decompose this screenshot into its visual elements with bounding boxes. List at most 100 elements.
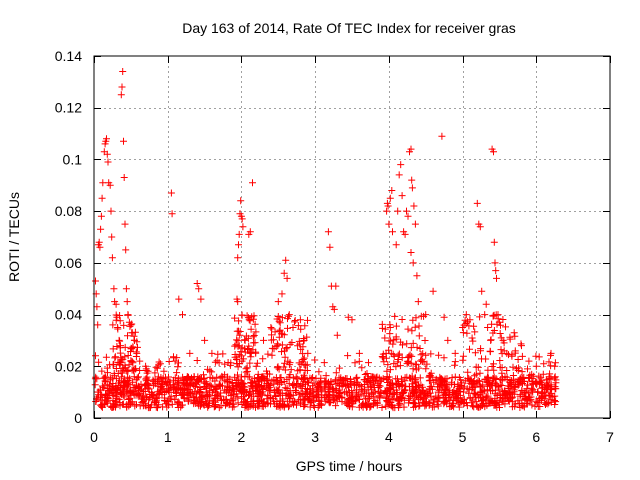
data-point: [253, 377, 261, 385]
data-point: [235, 317, 243, 325]
data-point: [540, 360, 548, 368]
data-point: [149, 391, 157, 399]
data-point: [147, 403, 154, 411]
data-point: [117, 373, 125, 381]
data-point: [547, 349, 555, 357]
data-point: [415, 332, 423, 340]
data-point: [217, 392, 225, 400]
data-point: [402, 382, 410, 390]
data-point: [551, 392, 559, 400]
data-point: [393, 380, 401, 388]
data-point: [282, 256, 290, 264]
data-point: [499, 388, 507, 396]
data-point: [248, 382, 256, 390]
data-point: [459, 324, 467, 331]
data-point: [233, 336, 241, 344]
data-point: [276, 326, 284, 334]
data-point: [484, 366, 492, 374]
data-point: [127, 321, 135, 329]
data-point: [304, 390, 312, 398]
data-point: [299, 392, 307, 400]
data-point: [94, 321, 102, 329]
data-point: [466, 345, 473, 353]
data-point: [422, 311, 430, 319]
data-point: [128, 329, 136, 337]
data-point: [280, 269, 288, 277]
data-point: [238, 394, 245, 402]
data-point: [247, 325, 255, 333]
data-point: [278, 314, 286, 322]
data-point: [158, 378, 166, 386]
data-point: [412, 314, 420, 322]
data-point: [404, 325, 412, 333]
data-point: [266, 387, 274, 395]
data-point: [187, 389, 195, 397]
data-point: [99, 179, 107, 187]
x-tick-label: 1: [164, 429, 172, 445]
data-point: [411, 323, 419, 331]
data-point: [497, 346, 505, 354]
data-point: [93, 303, 101, 311]
data-point: [320, 359, 328, 367]
data-point: [423, 398, 430, 406]
data-point: [92, 352, 99, 360]
data-point: [464, 374, 472, 382]
data-point: [285, 402, 293, 410]
data-point: [357, 386, 365, 394]
data-point: [287, 366, 295, 374]
data-point: [98, 391, 106, 399]
data-point: [448, 378, 456, 386]
data-point: [211, 402, 219, 410]
data-point: [421, 337, 429, 344]
data-point: [193, 378, 201, 386]
data-point: [221, 396, 229, 404]
data-point: [238, 344, 246, 352]
data-point: [296, 316, 304, 324]
data-point: [514, 356, 522, 363]
data-point: [468, 334, 476, 342]
data-point: [234, 254, 242, 262]
data-point: [124, 377, 132, 384]
data-points: [91, 68, 560, 412]
data-point: [426, 371, 434, 379]
data-point: [543, 386, 551, 394]
data-point: [235, 327, 242, 335]
data-point: [393, 390, 401, 398]
data-point: [306, 374, 314, 382]
data-point: [385, 383, 393, 391]
data-point: [130, 390, 138, 398]
data-point: [451, 349, 459, 357]
data-point: [412, 387, 419, 395]
data-point: [399, 388, 407, 396]
y-tick-label: 0.08: [55, 203, 82, 219]
data-point: [298, 381, 306, 389]
data-point: [241, 336, 249, 344]
data-point: [120, 137, 127, 145]
data-point: [514, 397, 522, 405]
data-point: [246, 317, 254, 325]
data-point: [104, 369, 111, 377]
data-point: [306, 396, 314, 404]
data-point: [167, 384, 175, 392]
data-point: [503, 367, 511, 374]
data-point: [509, 363, 517, 371]
data-point: [185, 382, 193, 390]
data-point: [151, 379, 159, 387]
data-point: [440, 354, 448, 362]
data-point: [391, 404, 399, 412]
data-point: [322, 380, 330, 388]
data-point: [472, 370, 480, 378]
x-tick-label: 7: [606, 429, 614, 445]
data-point: [382, 354, 390, 362]
data-point: [396, 362, 404, 370]
data-point: [91, 381, 99, 389]
data-point: [542, 401, 549, 408]
data-point: [197, 386, 205, 393]
data-point: [165, 358, 173, 365]
data-point: [505, 389, 513, 397]
data-point: [290, 398, 298, 406]
data-point: [551, 373, 559, 381]
data-point: [221, 386, 229, 394]
data-point: [102, 390, 109, 398]
